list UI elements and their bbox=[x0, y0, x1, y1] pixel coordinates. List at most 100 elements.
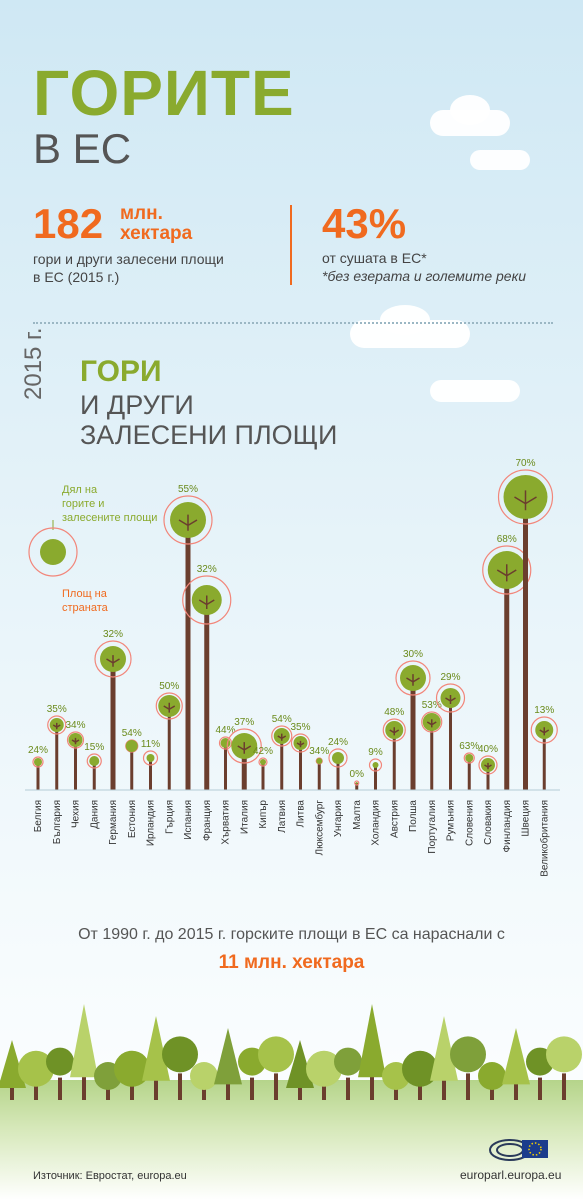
forest-tree bbox=[430, 1016, 458, 1100]
forest-tree-crown bbox=[114, 1050, 150, 1087]
forest-tree-crown bbox=[286, 1040, 314, 1088]
legend-symbol bbox=[28, 520, 78, 577]
country-area-ring bbox=[258, 757, 268, 767]
forest-tree bbox=[0, 1040, 26, 1100]
forest-tree-crown bbox=[502, 1028, 530, 1085]
country-area-ring bbox=[478, 755, 498, 775]
category-label: Кипър bbox=[258, 800, 269, 829]
forest-tree-trunk bbox=[250, 1077, 254, 1100]
value-label: 54% bbox=[272, 714, 292, 725]
forest-share-crown bbox=[125, 740, 138, 752]
value-label: 35% bbox=[47, 704, 67, 715]
branch-mark bbox=[496, 564, 517, 582]
forest-tree-crown bbox=[190, 1062, 218, 1090]
value-label: 11% bbox=[141, 739, 160, 750]
tree-mark: 54% Естония bbox=[122, 728, 142, 838]
forest-area-desc-line2: в ЕС (2015 г.) bbox=[33, 269, 120, 285]
category-label: Германия bbox=[108, 800, 119, 845]
forest-share-crown bbox=[316, 758, 323, 764]
category-label: България bbox=[52, 800, 63, 844]
forest-share-crown bbox=[372, 762, 379, 768]
category-label: Австрия bbox=[389, 800, 400, 838]
forest-ground bbox=[0, 1080, 583, 1200]
forest-tree-trunk bbox=[202, 1086, 206, 1100]
branch-mark bbox=[406, 674, 420, 686]
forest-tree bbox=[70, 1004, 98, 1100]
tree-mark: 40% Словакия bbox=[478, 744, 498, 845]
legend-share-line: Дял на bbox=[62, 484, 98, 496]
category-label: Гърция bbox=[164, 800, 175, 834]
forest-tree bbox=[402, 1050, 438, 1100]
branch-mark bbox=[296, 740, 305, 748]
value-label: 42% bbox=[253, 746, 273, 757]
forest-tree-trunk bbox=[538, 1077, 542, 1100]
forest-share-chart: 24% Белгия 35% България 34% Чехия 15% Дания 32% Г… bbox=[25, 458, 560, 877]
category-label: Румъния bbox=[446, 800, 457, 841]
forest-share-crown bbox=[146, 754, 155, 762]
branch-mark bbox=[484, 762, 492, 770]
forest-tree bbox=[162, 1036, 198, 1100]
category-label: Ирландия bbox=[146, 800, 157, 846]
forest-tree bbox=[286, 1040, 314, 1100]
legend-share-line: горите и bbox=[62, 498, 105, 510]
parliament-logo bbox=[489, 1139, 548, 1161]
forest-tree bbox=[190, 1062, 218, 1100]
value-label: 32% bbox=[197, 564, 217, 575]
tree-mark: 48% Австрия bbox=[382, 707, 406, 838]
forest-tree-trunk bbox=[82, 1073, 86, 1100]
country-area-ring bbox=[86, 753, 102, 769]
country-area-ring bbox=[328, 748, 348, 768]
category-label: Словакия bbox=[483, 800, 494, 845]
country-area-ring bbox=[395, 660, 431, 696]
category-label: Швеция bbox=[521, 800, 532, 837]
forest-tree-crown bbox=[258, 1036, 294, 1073]
country-area-ring bbox=[290, 733, 311, 753]
tree-mark: 68% Финландия bbox=[482, 534, 532, 852]
tree-mark: 24% Унгария bbox=[328, 737, 348, 837]
forest-tree-trunk bbox=[514, 1081, 518, 1100]
forest-tree-crown bbox=[402, 1050, 438, 1087]
forest-tree-trunk bbox=[322, 1081, 326, 1100]
forest-share-crown bbox=[332, 752, 344, 764]
forest-tree-crown bbox=[306, 1050, 342, 1087]
tree-mark: 37% Италия bbox=[226, 717, 262, 834]
tree-mark: 42% Кипър bbox=[253, 746, 273, 829]
value-label: 34% bbox=[309, 746, 329, 757]
value-label: 53% bbox=[422, 700, 442, 711]
category-label: Испания bbox=[183, 800, 194, 840]
forest-tree bbox=[306, 1050, 342, 1100]
country-area-ring bbox=[142, 750, 159, 766]
forest-illustration bbox=[0, 1004, 582, 1100]
forest-tree-trunk bbox=[442, 1077, 446, 1100]
legend-share-circle bbox=[40, 539, 66, 565]
country-area-ring bbox=[66, 731, 85, 749]
branch-mark bbox=[178, 514, 198, 531]
tree-mark: 30% Полша bbox=[395, 649, 431, 832]
tree-mark: 35% Литва bbox=[290, 722, 310, 828]
country-area-ring bbox=[155, 692, 183, 720]
value-label: 55% bbox=[178, 484, 198, 495]
tree-mark: 32% Германия bbox=[94, 629, 132, 845]
value-label: 9% bbox=[368, 747, 383, 758]
country-area-ring bbox=[271, 725, 293, 747]
forest-tree bbox=[46, 1047, 74, 1100]
country-area-ring bbox=[47, 715, 67, 735]
category-label: Полша bbox=[408, 800, 419, 832]
tree-mark: 13% Великобритания bbox=[530, 705, 558, 877]
site-link[interactable]: europarl.europa.eu bbox=[460, 1168, 562, 1182]
forest-tree-trunk bbox=[466, 1073, 470, 1100]
category-label: Литва bbox=[296, 800, 307, 828]
category-label: Люксембург bbox=[313, 800, 325, 856]
cloud bbox=[380, 305, 430, 335]
forest-share-crown bbox=[260, 759, 266, 765]
tree-mark: 34% Люксембург bbox=[309, 746, 329, 855]
country-area-ring bbox=[218, 736, 233, 750]
branch-mark bbox=[277, 733, 287, 741]
value-label: 30% bbox=[403, 649, 423, 660]
country-area-ring bbox=[94, 640, 132, 678]
country-area-ring bbox=[226, 728, 262, 764]
value-label: 0% bbox=[350, 769, 365, 780]
forest-tree-crown bbox=[18, 1050, 54, 1087]
branch-mark bbox=[514, 490, 537, 511]
forest-tree-crown bbox=[70, 1004, 98, 1078]
